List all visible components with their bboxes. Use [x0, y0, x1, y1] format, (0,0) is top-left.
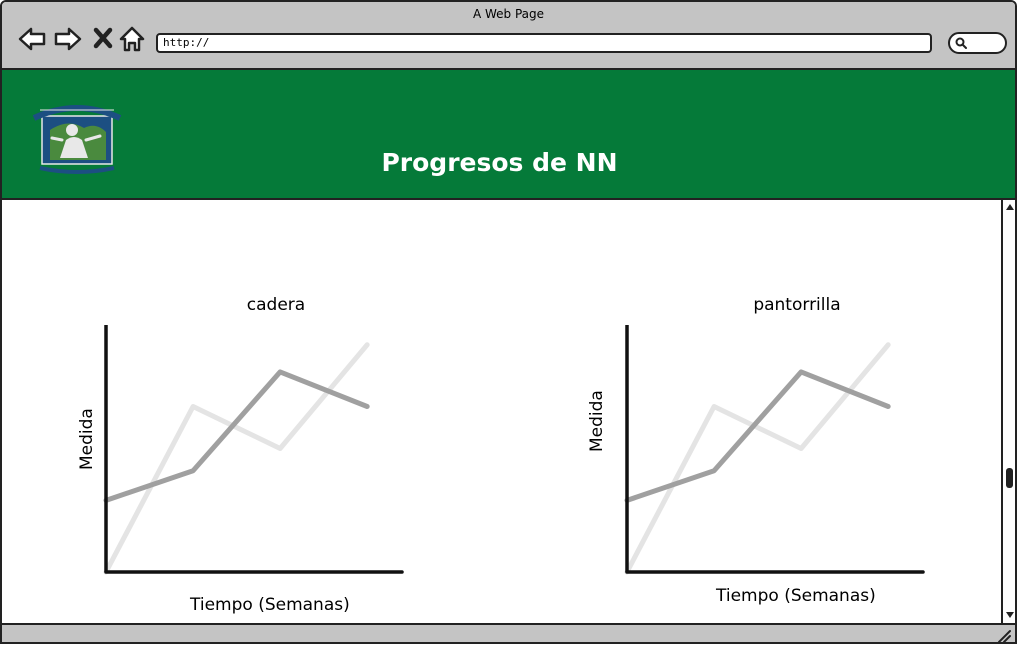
x-axis-label: Tiempo (Semanas) [190, 595, 350, 615]
series-line-0 [624, 369, 891, 503]
page-title: Progresos de NN [381, 148, 618, 177]
browser-toolbar: A Web Page http:// [2, 2, 1015, 70]
scrollbar-thumb[interactable] [1006, 468, 1013, 488]
chart-pantorrilla: pantorrilla Medida Tiempo (Semanas) [587, 200, 1007, 623]
chart-plot [103, 325, 404, 575]
address-bar[interactable]: http:// [156, 33, 932, 53]
y-axis-label: Medida [587, 390, 607, 452]
chart-title: cadera [246, 295, 306, 315]
chart-cadera: cadera Medida Tiempo (Semanas) [66, 200, 486, 623]
scroll-up-arrow-icon[interactable] [1005, 202, 1015, 212]
chart-plot [624, 325, 925, 575]
window-title: A Web Page [472, 7, 545, 21]
scroll-down-arrow-icon[interactable] [1005, 610, 1015, 620]
back-arrow-icon[interactable] [17, 24, 47, 54]
x-axis-label: Tiempo (Semanas) [716, 586, 876, 606]
series-line-1 [624, 342, 891, 575]
stop-x-icon[interactable] [90, 24, 120, 54]
search-icon [955, 37, 967, 49]
status-bar [2, 623, 1015, 643]
series-line-0 [103, 369, 370, 503]
page-header: Progresos de NN [2, 70, 1015, 200]
resize-grip-icon[interactable] [997, 629, 1011, 643]
search-field[interactable] [948, 32, 1007, 54]
gym-logo [32, 105, 122, 174]
chart-title: pantorrilla [753, 295, 841, 315]
main-content: cadera Medida Tiempo (Semanas) pantorril… [2, 200, 1000, 623]
forward-arrow-icon[interactable] [53, 24, 83, 54]
y-axis-label: Medida [77, 408, 97, 470]
series-line-1 [103, 342, 370, 575]
vertical-scrollbar[interactable] [1001, 200, 1015, 623]
home-icon[interactable] [118, 24, 148, 54]
